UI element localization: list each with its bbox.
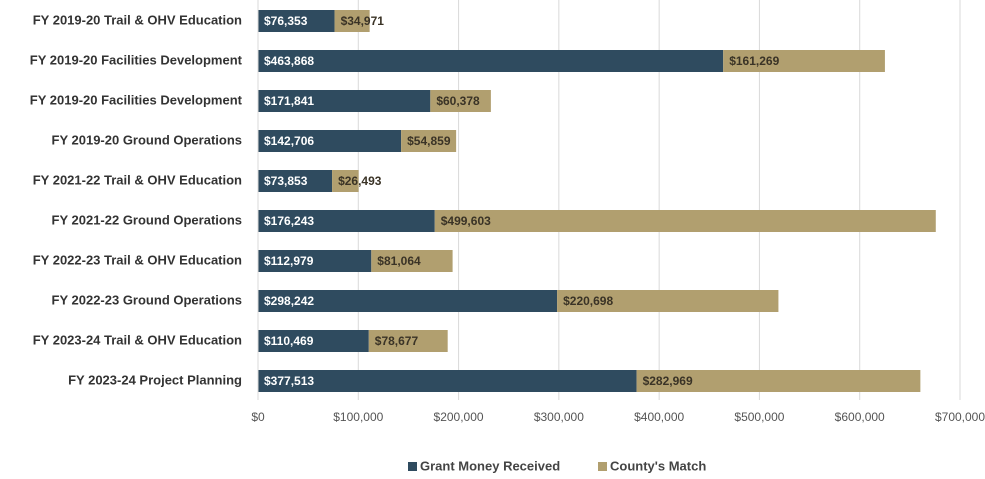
legend-swatch	[598, 462, 607, 471]
y-tick-label: FY 2023-24 Trail & OHV Education	[33, 332, 242, 347]
value-label: $377,513	[264, 374, 314, 388]
bar-segment	[258, 130, 402, 152]
value-label: $78,677	[375, 334, 419, 348]
value-label: $220,698	[563, 294, 613, 308]
value-label: $176,243	[264, 214, 314, 228]
y-tick-label: FY 2019-20 Facilities Development	[30, 52, 243, 67]
bar-segment	[434, 210, 936, 232]
x-tick-label: $500,000	[734, 410, 784, 424]
value-label: $26,493	[338, 174, 382, 188]
value-label: $60,378	[436, 94, 480, 108]
bar-segment	[258, 90, 431, 112]
x-tick-label: $200,000	[434, 410, 484, 424]
value-label: $73,853	[264, 174, 308, 188]
value-label: $81,064	[377, 254, 421, 268]
bar-segment	[371, 250, 453, 272]
bar-segment	[258, 250, 372, 272]
legend-label: County's Match	[610, 458, 706, 473]
bar-segment	[258, 330, 369, 352]
value-label: $298,242	[264, 294, 314, 308]
value-label: $499,603	[441, 214, 491, 228]
bar-segment	[557, 290, 779, 312]
y-tick-label: FY 2021-22 Ground Operations	[52, 212, 242, 227]
value-label: $171,841	[264, 94, 314, 108]
bar-segment	[258, 210, 435, 232]
bar-segment	[368, 330, 448, 352]
value-label: $34,971	[341, 14, 385, 28]
x-tick-label: $600,000	[835, 410, 885, 424]
bar-segment	[258, 50, 724, 72]
bar-segment	[258, 170, 333, 192]
bar-segment	[258, 10, 335, 32]
bar-segment	[258, 290, 558, 312]
y-tick-label: FY 2022-23 Trail & OHV Education	[33, 252, 242, 267]
value-label: $54,859	[407, 134, 451, 148]
y-tick-label: FY 2019-20 Facilities Development	[30, 92, 243, 107]
legend-swatch	[408, 462, 417, 471]
value-label: $142,706	[264, 134, 314, 148]
bar-segment	[636, 370, 921, 392]
bar-segment	[332, 170, 359, 192]
value-label: $463,868	[264, 54, 314, 68]
x-tick-label: $300,000	[534, 410, 584, 424]
y-tick-label: FY 2019-20 Trail & OHV Education	[33, 12, 242, 27]
x-tick-label: $0	[251, 410, 265, 424]
value-label: $110,469	[264, 334, 314, 348]
value-label: $76,353	[264, 14, 308, 28]
x-tick-label: $700,000	[935, 410, 985, 424]
value-label: $112,979	[264, 254, 314, 268]
value-label: $161,269	[729, 54, 779, 68]
bar-segment	[430, 90, 491, 112]
x-tick-label: $100,000	[333, 410, 383, 424]
y-tick-label: FY 2021-22 Trail & OHV Education	[33, 172, 242, 187]
bar-segment	[723, 50, 885, 72]
bar-segment	[334, 10, 370, 32]
x-tick-label: $400,000	[634, 410, 684, 424]
value-label: $282,969	[643, 374, 693, 388]
y-tick-label: FY 2023-24 Project Planning	[68, 372, 242, 387]
bar-segment	[258, 370, 637, 392]
y-tick-label: FY 2022-23 Ground Operations	[52, 292, 242, 307]
legend-label: Grant Money Received	[420, 458, 560, 473]
bar-segment	[401, 130, 457, 152]
y-tick-label: FY 2019-20 Ground Operations	[52, 132, 242, 147]
